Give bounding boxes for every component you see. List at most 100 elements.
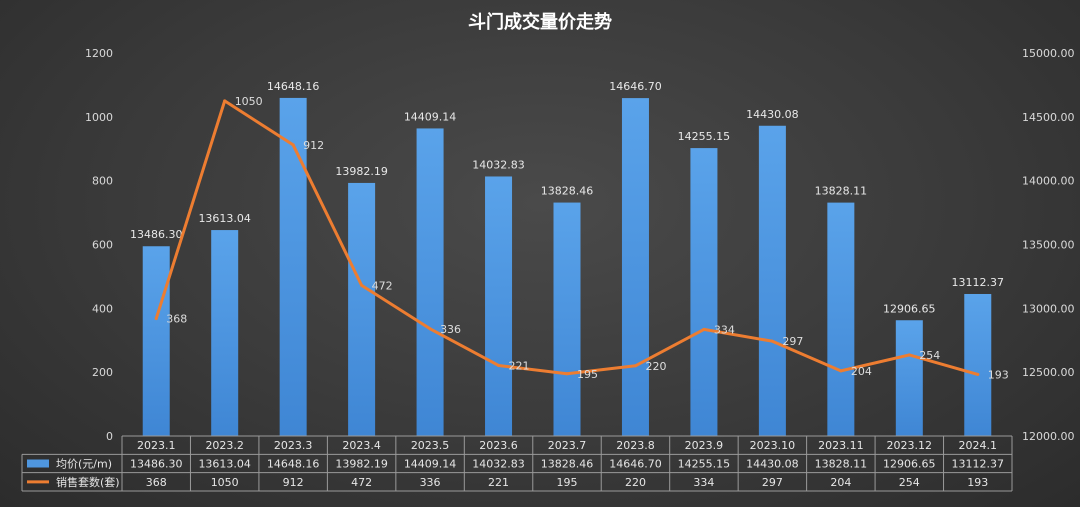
table-bar-value: 14255.15 (678, 458, 731, 471)
category-label: 2023.12 (887, 439, 933, 452)
bar (211, 230, 239, 436)
line-value-label: 221 (509, 359, 530, 372)
table-bar-value: 13828.46 (541, 458, 594, 471)
line-value-label: 297 (782, 335, 803, 348)
chart-title: 斗门成交量价走势 (468, 11, 612, 33)
line-point (976, 372, 980, 376)
table-line-value: 368 (146, 476, 167, 489)
table-line-value: 204 (830, 476, 851, 489)
bar-value-label: 12906.65 (883, 302, 936, 315)
legend-swatch-bar (27, 459, 49, 468)
table-bar-value: 14409.14 (404, 458, 457, 471)
line-point (702, 327, 706, 331)
line-point (907, 353, 911, 357)
category-label: 2023.6 (479, 439, 518, 452)
table-bar-value: 13982.19 (335, 458, 388, 471)
table-line-value: 336 (420, 476, 441, 489)
right-axis-tick-label: 15000.00 (1022, 47, 1075, 60)
table-bar-value: 13112.37 (952, 458, 1005, 471)
bar (758, 125, 786, 436)
table-line-value: 334 (693, 476, 714, 489)
table-line-value: 193 (967, 476, 988, 489)
category-label: 2023.9 (685, 439, 724, 452)
line-point (770, 339, 774, 343)
bar-value-label: 14409.14 (404, 110, 457, 123)
bar (142, 246, 170, 436)
table-bar-value: 13613.04 (198, 458, 251, 471)
category-label: 2023.2 (205, 439, 244, 452)
line-point (497, 363, 501, 367)
table-line-value: 472 (351, 476, 372, 489)
line-value-label: 193 (988, 368, 1009, 381)
table-line-value: 912 (283, 476, 304, 489)
table-line-value: 254 (899, 476, 920, 489)
legend-label-line: 销售套数(套) (56, 475, 120, 489)
table-line-value: 1050 (211, 476, 239, 489)
category-label: 2023.11 (818, 439, 864, 452)
bar (553, 202, 581, 436)
left-axis-tick-label: 600 (92, 239, 113, 252)
bar-value-label: 13982.19 (335, 165, 388, 178)
table-bar-value: 13828.11 (815, 458, 868, 471)
line-series (154, 99, 980, 376)
legend-label-bar: 均价(元/m) (56, 458, 112, 471)
right-axis-tick-label: 12500.00 (1022, 366, 1075, 379)
bar-value-label: 13828.46 (541, 185, 594, 198)
line-value-label: 204 (851, 365, 872, 378)
line-point (360, 283, 364, 287)
category-label: 2023.4 (342, 439, 381, 452)
bar-value-label: 14646.70 (609, 80, 662, 93)
table-line-value: 221 (488, 476, 509, 489)
line-value-label: 912 (303, 139, 324, 152)
category-label: 2023.7 (548, 439, 587, 452)
bar (827, 202, 855, 436)
data-table: 2023.1 2023.2 2023.3 2023.4 2023.5 2023.6 2023… (21, 435, 1013, 492)
table-line-value: 297 (762, 476, 783, 489)
line-value-label: 368 (166, 313, 187, 326)
left-axis-tick-label: 1200 (85, 47, 113, 60)
bar-value-label: 14032.83 (472, 158, 525, 171)
line-value-label: 334 (714, 323, 735, 336)
bar-series (142, 97, 992, 437)
line-value-label: 1050 (235, 95, 263, 108)
bar (621, 98, 649, 437)
bar-value-label: 14648.16 (267, 80, 320, 93)
line-value-label: 472 (372, 279, 393, 292)
bar (895, 320, 923, 436)
bar-value-label: 13486.30 (130, 228, 183, 241)
bar (416, 128, 444, 437)
category-label: 2023.10 (750, 439, 796, 452)
left-axis-tick-label: 800 (92, 175, 113, 188)
table-bar-value: 14646.70 (609, 458, 662, 471)
line-value-label: 254 (919, 349, 940, 362)
left-axis-tick-label: 1000 (85, 111, 113, 124)
bar-value-label: 13828.11 (815, 185, 868, 198)
line-point (633, 364, 637, 368)
line-value-label: 195 (577, 368, 598, 381)
category-label: 2023.1 (137, 439, 176, 452)
line-point (291, 143, 295, 147)
category-label: 2023.3 (274, 439, 313, 452)
right-axis-tick-label: 13000.00 (1022, 302, 1075, 315)
table-bar-value: 13486.30 (130, 458, 183, 471)
bar (690, 148, 718, 436)
right-axis-tick-label: 12000.00 (1022, 430, 1075, 443)
table-bar-value: 14648.16 (267, 458, 320, 471)
line-value-label: 220 (645, 360, 666, 373)
line-value-labels: 368 1050 912 472 336 221 195 220 334 297 204 254 193 (166, 95, 1009, 382)
left-axis: 0 200 400 600 800 1000 1200 (85, 47, 113, 443)
right-axis-tick-label: 13500.00 (1022, 239, 1075, 252)
bar (485, 176, 513, 436)
bar (279, 97, 307, 436)
right-axis-tick-label: 14500.00 (1022, 111, 1075, 124)
bar-value-label: 14430.08 (746, 108, 799, 121)
line-value-label: 336 (440, 323, 461, 336)
line-point (223, 99, 227, 103)
line-point (154, 317, 158, 321)
right-axis-tick-label: 14000.00 (1022, 175, 1075, 188)
left-axis-tick-label: 0 (106, 430, 113, 443)
line-point (839, 369, 843, 373)
right-axis: 12000.00 12500.00 13000.00 13500.00 14000.00… (1022, 47, 1075, 443)
left-axis-tick-label: 200 (92, 366, 113, 379)
